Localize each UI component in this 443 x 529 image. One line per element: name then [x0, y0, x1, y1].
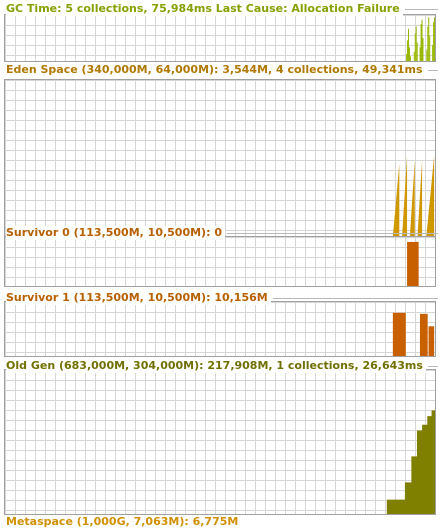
s1-block	[428, 326, 435, 356]
gc-time-chart	[406, 17, 435, 61]
gc-bar	[429, 35, 431, 61]
gc-bar	[421, 19, 423, 61]
old-gen-graph	[4, 369, 436, 515]
old-gen-chart	[386, 410, 435, 514]
old-gen-title: Old Gen (683,000M, 304,000M): 217,908M, …	[6, 359, 426, 373]
s0-block	[407, 241, 419, 286]
gc-bar	[422, 38, 424, 61]
gc-bar	[426, 49, 428, 61]
s1-block	[392, 312, 406, 356]
survivor-0-graph	[4, 236, 436, 287]
gc-bar	[428, 17, 430, 61]
gc-bar	[414, 33, 416, 61]
gc-time-graph	[4, 14, 436, 62]
gc-bar	[433, 21, 435, 61]
eden-space-divider	[428, 70, 438, 71]
gc-bar	[419, 47, 421, 61]
eden-space-title: Eden Space (340,000M, 64,000M): 3,544M, …	[6, 63, 426, 77]
gc-bar	[413, 51, 415, 61]
gc-bar	[408, 47, 410, 61]
gc-bar	[427, 26, 429, 61]
gc-bar	[406, 54, 408, 61]
gc-bar	[416, 42, 418, 61]
gc-time-title: GC Time: 5 collections, 75,984ms Last Ca…	[6, 2, 403, 16]
survivor-1-divider	[273, 298, 438, 299]
old-gen-divider	[428, 366, 438, 367]
gc-bar	[415, 26, 417, 61]
survivor-0-chart	[407, 241, 419, 286]
old-area	[386, 410, 435, 514]
metaspace-title: Metaspace (1,000G, 7,063M): 6,775M	[6, 515, 242, 529]
gc-time-divider	[405, 9, 438, 10]
survivor-1-title: Survivor 1 (113,500M, 10,500M): 10,156M	[6, 291, 271, 305]
gc-bar	[432, 44, 434, 61]
gc-bar	[420, 24, 422, 61]
gc-bar	[407, 40, 409, 61]
gc-bar	[409, 56, 411, 61]
survivor-0-divider	[227, 233, 438, 234]
gc-bar	[408, 28, 410, 61]
gc-bar	[434, 17, 435, 61]
s1-block	[419, 313, 428, 356]
survivor-1-chart	[392, 312, 435, 356]
survivor-0-title: Survivor 0 (113,500M, 10,500M): 0	[6, 226, 225, 240]
survivor-1-graph	[4, 301, 436, 357]
